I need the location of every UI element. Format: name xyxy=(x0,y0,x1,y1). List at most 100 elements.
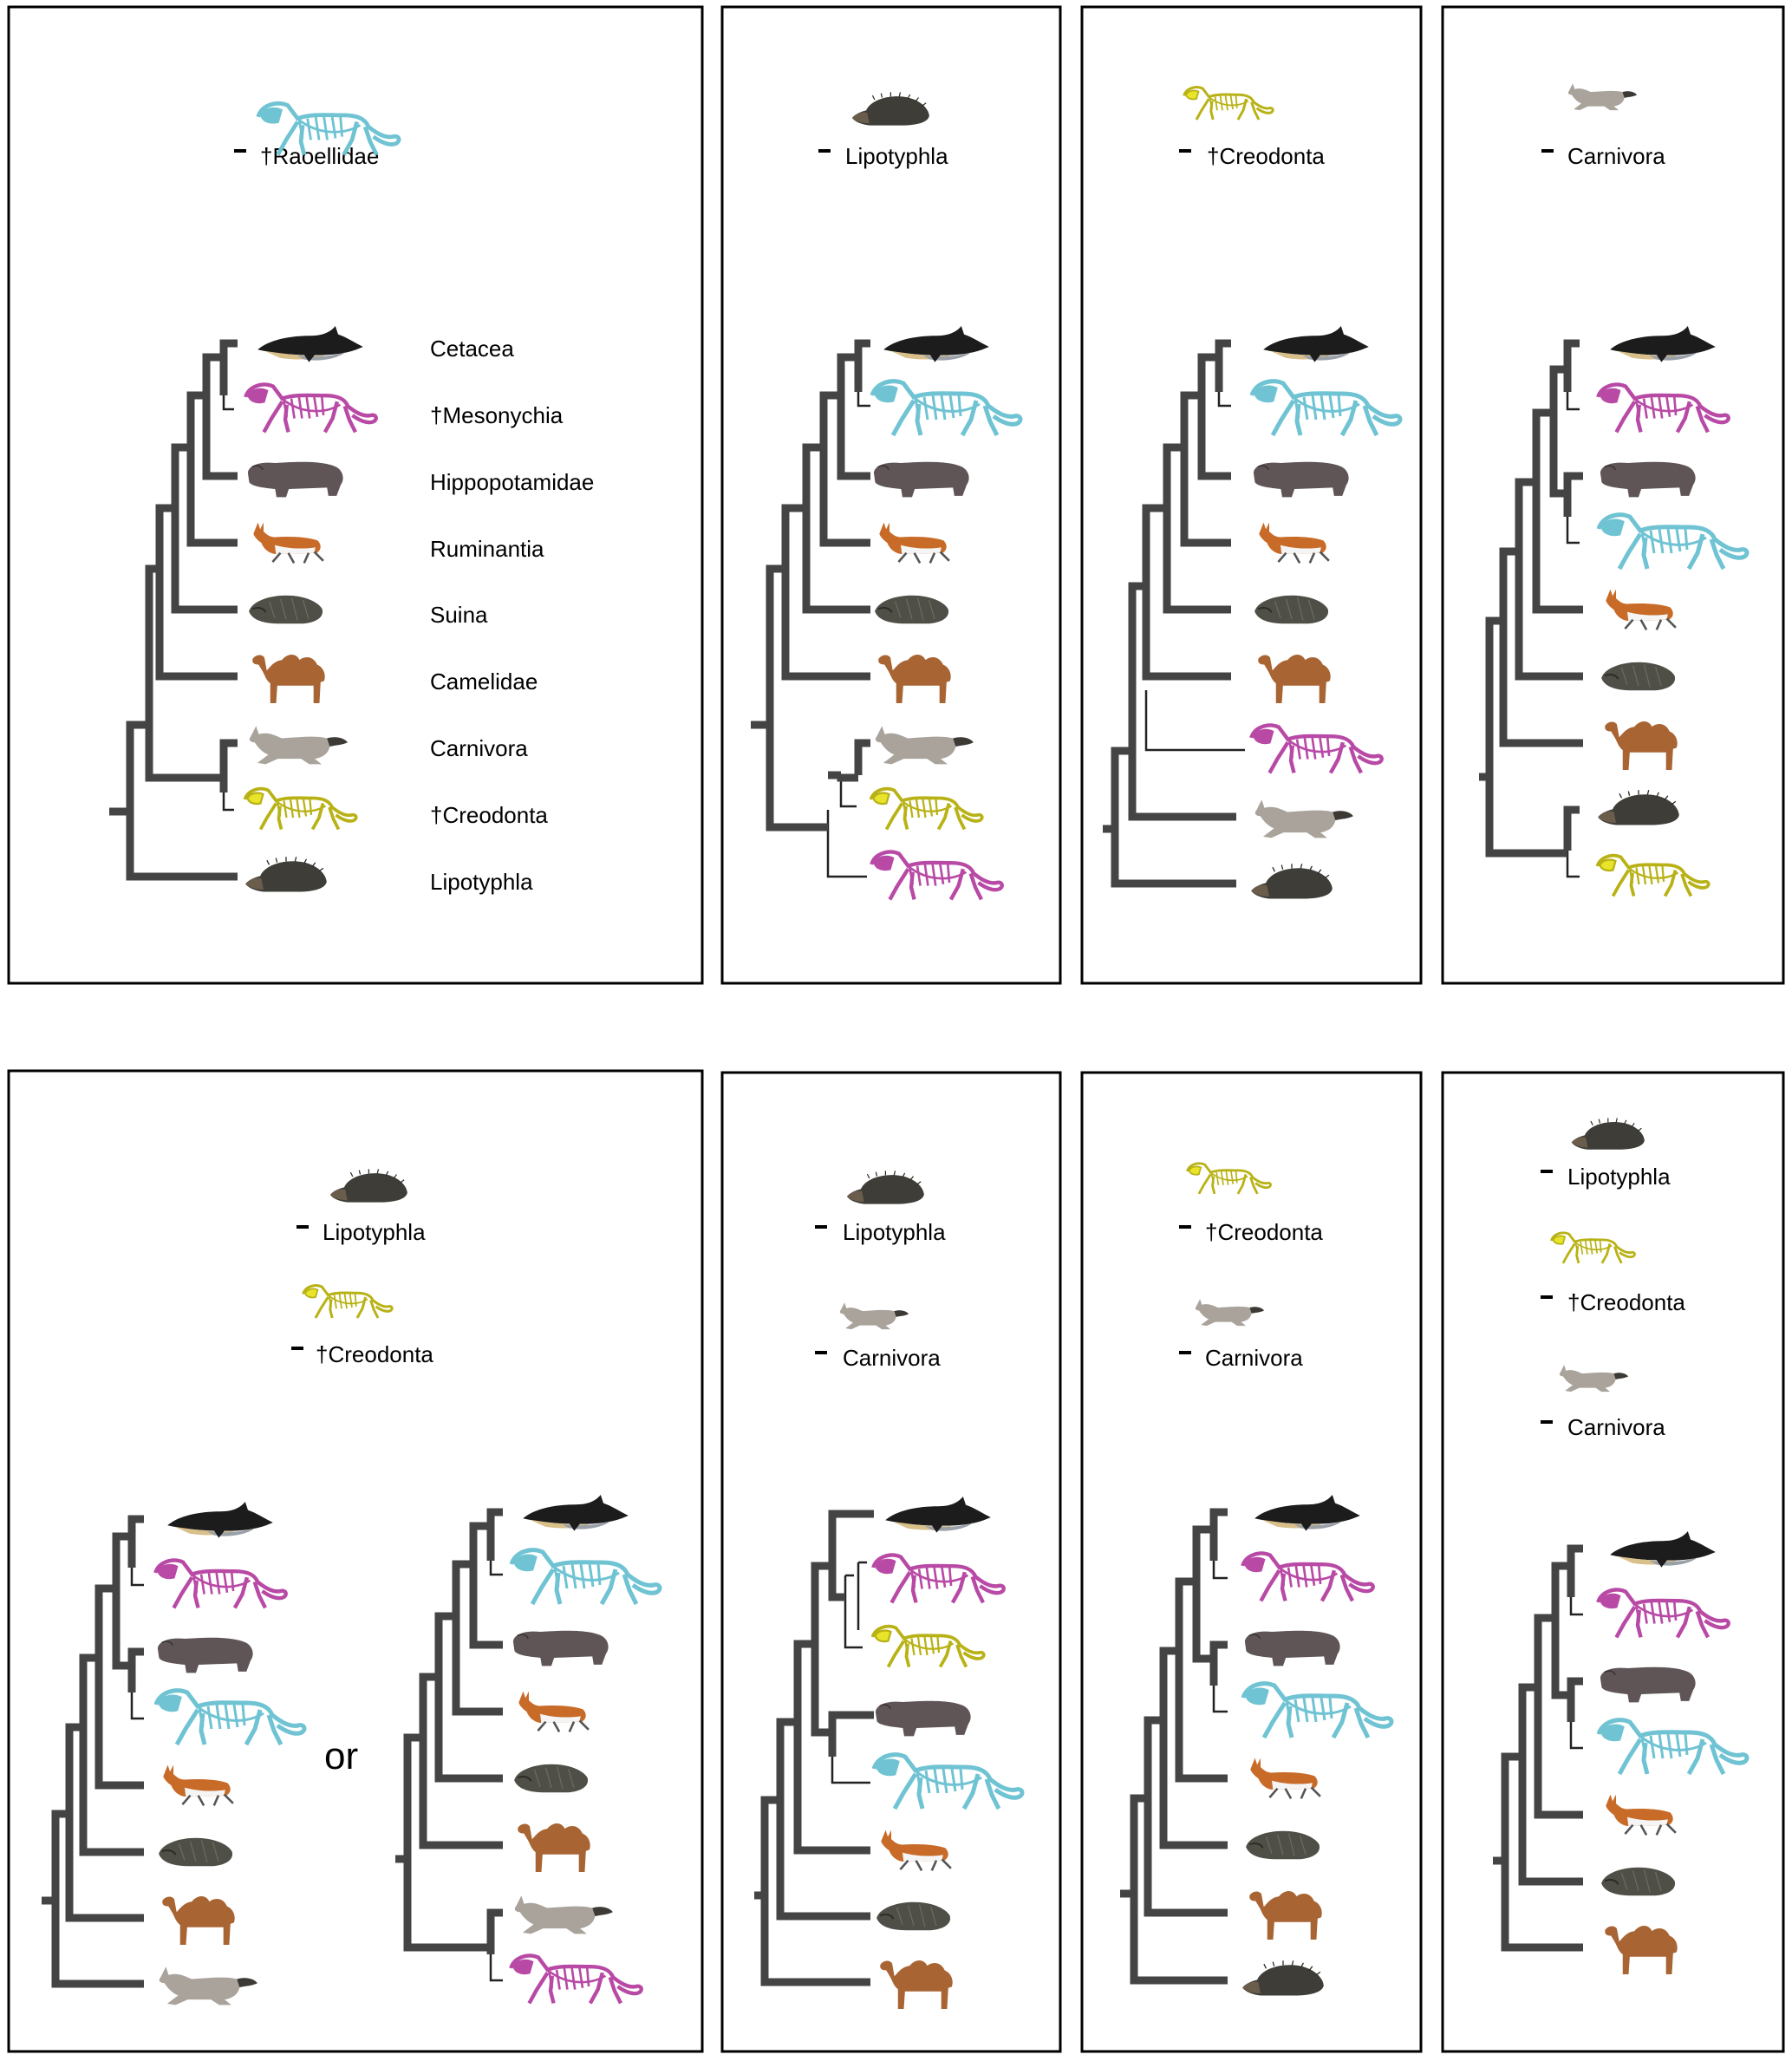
panel-frame-2 xyxy=(720,5,1062,985)
removed-label-carnivora: Carnivora xyxy=(843,1345,941,1371)
tip-labels: Cetacea †Mesonychia Hippopotamidae Rumin… xyxy=(430,336,594,895)
hippopotamus-icon xyxy=(157,1636,254,1674)
tree-branch xyxy=(1180,391,1231,547)
hippopotamus-icon xyxy=(1253,460,1350,499)
peccary-icon xyxy=(1244,1829,1321,1861)
tree-branch xyxy=(837,773,858,782)
tree-branch xyxy=(1499,547,1583,747)
tree-branch xyxy=(1563,805,1580,851)
tip-label-ruminantia: Ruminantia xyxy=(430,536,544,562)
tree-branch xyxy=(202,353,238,480)
tree-branch xyxy=(802,443,870,614)
tree-branch xyxy=(1212,1561,1228,1580)
tree-branch xyxy=(1130,1794,1228,1985)
creodont-skeleton-icon xyxy=(873,1627,984,1667)
removed-label-lipotyphla: Lipotyphla xyxy=(843,1219,946,1245)
camel-icon xyxy=(518,1823,590,1873)
or-label: or xyxy=(324,1735,358,1777)
camel-icon xyxy=(1605,1926,1678,1975)
tree-branch xyxy=(1567,1544,1583,1597)
mesonychid-skeleton-icon xyxy=(871,852,1001,900)
minus-dash xyxy=(1541,149,1554,153)
tree-branch xyxy=(489,1561,503,1576)
camel-icon xyxy=(252,655,325,704)
raoellid-skeleton-icon xyxy=(1243,1684,1391,1738)
tip-label-hippopotamidae: Hippopotamidae xyxy=(430,469,594,495)
wolf-icon xyxy=(1567,83,1637,111)
tip-label-carnivora: Carnivora xyxy=(430,735,528,761)
creodont-skeleton-icon xyxy=(1551,1233,1634,1263)
camel-icon xyxy=(1258,655,1331,704)
tree-branch xyxy=(857,392,870,408)
dolphin-icon xyxy=(1263,326,1369,362)
tree-branch xyxy=(486,1508,503,1561)
tree-branch xyxy=(1518,1683,1583,1886)
tree-branch xyxy=(1549,365,1567,498)
tree-branch xyxy=(1209,1508,1228,1561)
peccary-icon xyxy=(1600,661,1677,692)
tree-branch xyxy=(1551,1562,1571,1699)
tree-branch xyxy=(145,564,224,782)
panel-frames xyxy=(7,5,1785,2053)
camel-icon xyxy=(880,1960,953,2010)
minus-dash xyxy=(815,1351,827,1354)
hedgehog-icon xyxy=(1241,1960,1325,1997)
tree-branch xyxy=(486,1908,503,1954)
pronghorn-icon xyxy=(1604,1792,1678,1837)
mesonychid-skeleton-icon xyxy=(155,1561,285,1608)
hippopotamus-icon xyxy=(247,460,344,499)
tree-branch xyxy=(1569,1597,1583,1616)
creodont-skeleton-icon xyxy=(245,789,356,830)
removed-label-creodonta: †Creodonta xyxy=(1205,1219,1323,1245)
tree-branch xyxy=(760,1796,870,1986)
tree-branch xyxy=(1566,851,1580,878)
removed-label-carnivora: Carnivora xyxy=(1567,143,1665,169)
removed-label-lipotyphla: Lipotyphla xyxy=(845,143,948,169)
tree-branch xyxy=(844,1561,867,1649)
dolphin-icon xyxy=(257,326,363,362)
tree-branch xyxy=(1111,747,1236,888)
tree-branch xyxy=(1532,408,1583,614)
camel-icon xyxy=(878,655,951,704)
hedgehog-icon xyxy=(851,91,930,127)
tree-branch xyxy=(452,1560,503,1716)
removed-label-creodonta: †Creodonta xyxy=(316,1341,433,1367)
panel-frame-1 xyxy=(7,5,704,985)
tree-branch xyxy=(1566,392,1580,411)
tree-branch xyxy=(766,564,828,832)
minus-dash xyxy=(234,149,246,153)
raoellid-skeleton-icon xyxy=(874,1755,1022,1809)
removed-label-creodonta: †Creodonta xyxy=(1567,1289,1685,1315)
tree-branch xyxy=(854,339,870,392)
tree-branch xyxy=(1217,392,1231,408)
tree-branch xyxy=(1563,472,1583,517)
tip-label-lipotyphla: Lipotyphla xyxy=(430,869,533,895)
tree-branch xyxy=(127,1647,144,1692)
panel-frame-4 xyxy=(1441,5,1785,985)
tree-branch xyxy=(839,775,857,808)
tree-branch xyxy=(1567,1677,1583,1722)
tree-branch xyxy=(1566,517,1580,545)
mesonychid-skeleton-icon xyxy=(511,1956,641,2004)
raoellid-skeleton-icon xyxy=(1599,1720,1747,1774)
hedgehog-icon xyxy=(1250,863,1333,900)
wolf-icon xyxy=(1254,799,1353,838)
tree-branch xyxy=(130,1568,144,1587)
wolf-icon xyxy=(1195,1299,1264,1327)
tree-branch xyxy=(219,739,238,792)
minus-dash xyxy=(296,1225,309,1229)
tree-branch xyxy=(403,1733,491,1952)
tree-branch xyxy=(186,391,238,547)
tree-branch xyxy=(1175,1577,1228,1783)
hippopotamus-icon xyxy=(512,1629,609,1667)
tree-branch xyxy=(171,443,238,614)
tree-branch xyxy=(837,353,870,480)
wolf-icon xyxy=(1559,1365,1628,1392)
tree-branch xyxy=(419,1673,503,1849)
minus-dash xyxy=(1541,1170,1553,1173)
minus-dash xyxy=(291,1347,303,1350)
tree-branch xyxy=(831,1757,870,1784)
removed-label-lipotyphla: Lipotyphla xyxy=(323,1219,426,1245)
panel-frame-7 xyxy=(1080,1071,1423,2053)
